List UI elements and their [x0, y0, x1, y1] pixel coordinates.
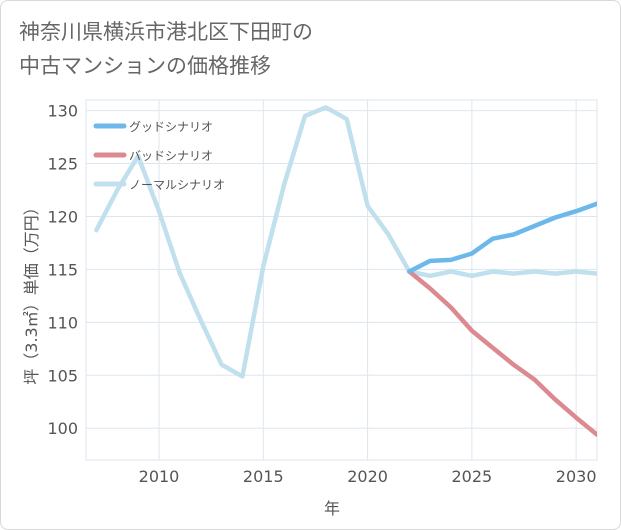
- series-line-2: [94, 105, 597, 379]
- series-lines: [94, 105, 597, 437]
- chart-title-line2: 中古マンションの価格推移: [19, 54, 271, 78]
- legend-label: ノーマルシナリオ: [129, 178, 225, 192]
- chart-title-line1: 神奈川県横浜市港北区下田町の: [19, 20, 313, 44]
- grid-lines: [85, 99, 598, 461]
- y-tick-label: 120: [47, 207, 78, 226]
- x-tick-label: 2020: [347, 467, 388, 486]
- y-tick-label: 105: [47, 366, 78, 385]
- chart-title: 神奈川県横浜市港北区下田町の 中古マンションの価格推移: [19, 15, 313, 83]
- x-axis-title: 年: [324, 499, 340, 518]
- plot-area: [85, 99, 598, 461]
- y-axis-ticks: 100 105 110 115 120 125 130: [47, 102, 78, 439]
- x-tick-label: 2010: [139, 467, 180, 486]
- legend-label: グッドシナリオ: [129, 120, 213, 134]
- series-line-1: [407, 269, 597, 437]
- x-axis-ticks: 2010 2015 2020 2025 2030: [139, 467, 597, 486]
- y-tick-label: 100: [47, 419, 78, 438]
- x-tick-label: 2015: [243, 467, 284, 486]
- x-tick-label: 2030: [556, 467, 597, 486]
- y-tick-label: 125: [47, 155, 78, 174]
- x-tick-label: 2025: [451, 467, 492, 486]
- legend-label: バッドシナリオ: [129, 149, 213, 163]
- y-axis-title: 坪（3.3㎡）単価（万円）: [22, 199, 41, 384]
- series-line-0: [407, 201, 597, 274]
- y-tick-label: 115: [47, 260, 78, 279]
- y-tick-label: 110: [47, 313, 78, 332]
- y-tick-label: 130: [47, 102, 78, 121]
